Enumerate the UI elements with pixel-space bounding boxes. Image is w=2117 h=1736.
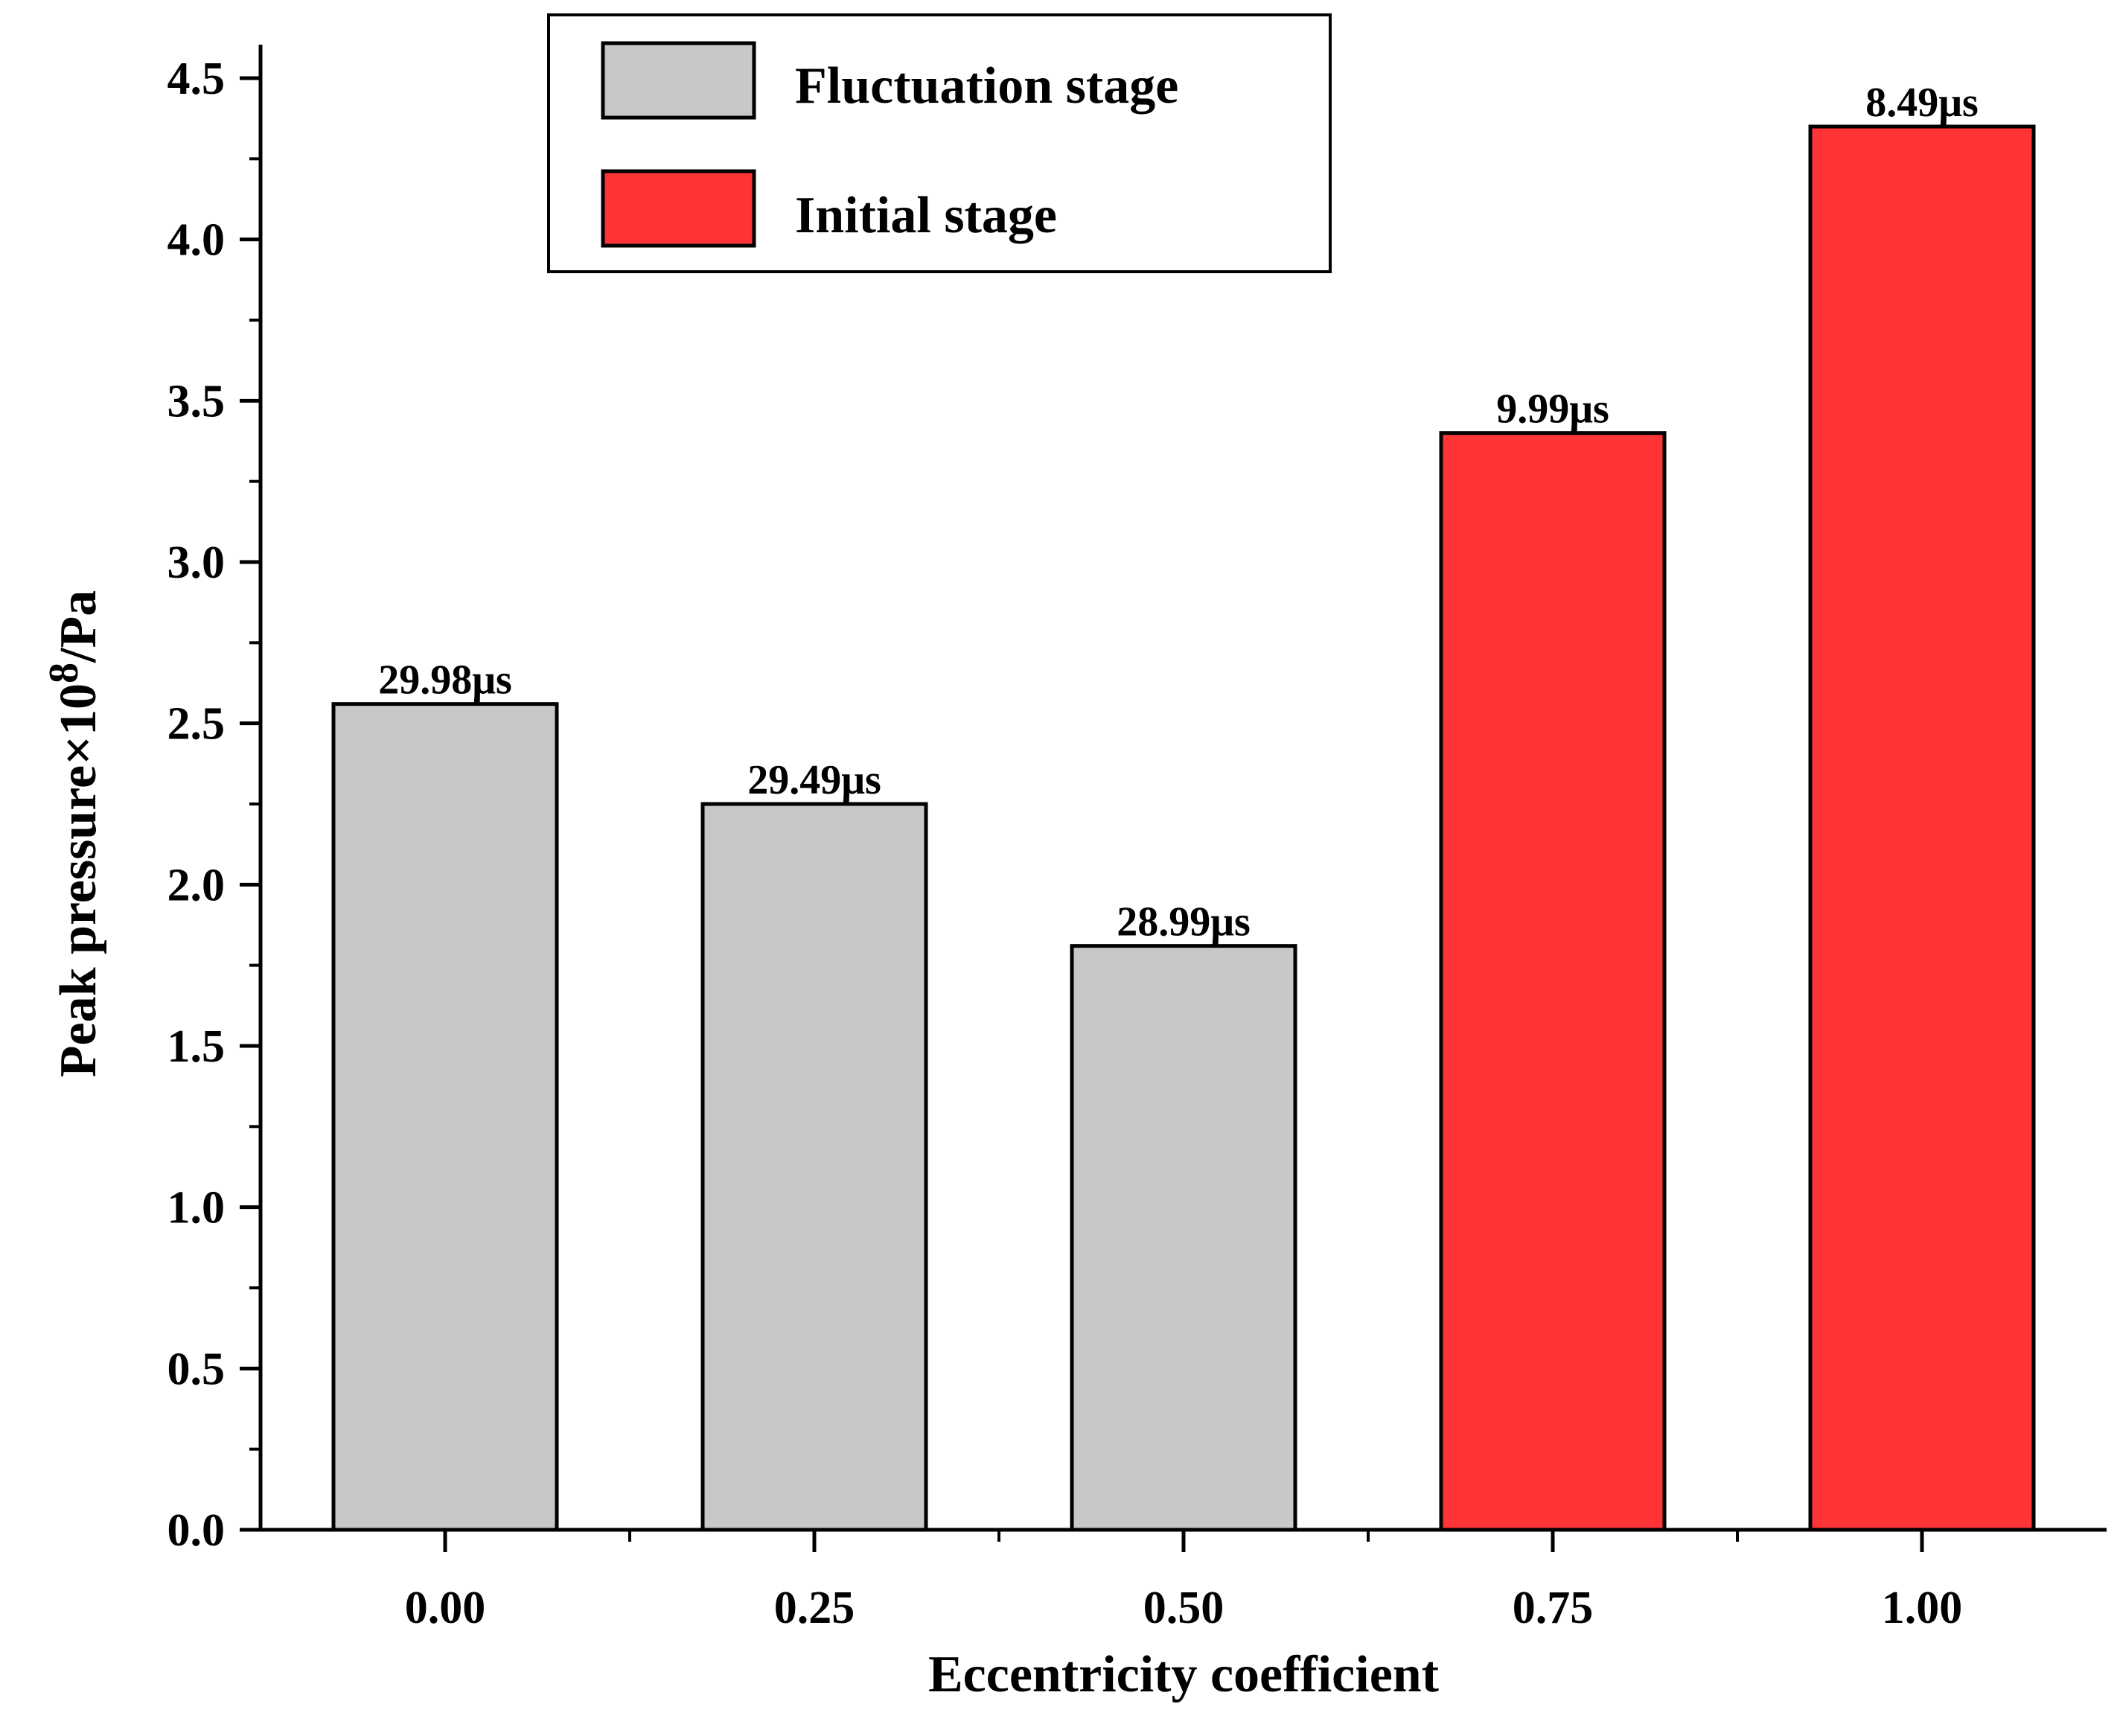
- y-axis-title: Peak pressure×108/Pa: [41, 590, 107, 1077]
- bar-label: 29.98μs: [378, 657, 512, 703]
- y-tick-label: 3.5: [167, 376, 226, 427]
- y-axis-title-main: Peak pressure×10: [50, 683, 107, 1077]
- bar-0.75: [1439, 431, 1667, 1532]
- bar-0.50: [1070, 944, 1297, 1532]
- y-axis-title-unit: /Pa: [50, 590, 107, 663]
- bar-labels: 29.98μs 29.49μs 28.99μs 9.99μs 8.49μs: [378, 80, 1979, 945]
- bar-1.00: [1808, 124, 2036, 1532]
- bar-label: 9.99μs: [1496, 386, 1609, 433]
- legend-swatch-initial: [601, 169, 756, 248]
- bar-label: 8.49μs: [1865, 80, 1979, 126]
- x-tick-label: 1.00: [1882, 1583, 1963, 1633]
- y-axis-title-exponent: 8: [41, 663, 87, 683]
- y-tick-label: 0.0: [167, 1505, 226, 1556]
- y-ticks: 0.0 0.5 1.0 1.5 2.0 2.5 3.0 3.5 4.0 4.5: [167, 54, 261, 1556]
- y-tick-label: 4.5: [167, 54, 226, 104]
- x-tick-label: 0.75: [1513, 1583, 1594, 1633]
- bar-0.00: [331, 702, 559, 1532]
- legend-label-initial: Initial stage: [795, 187, 1057, 244]
- legend-swatch-fluctuation: [601, 41, 756, 120]
- y-tick-label: 2.0: [167, 860, 226, 910]
- bar-0.25: [700, 802, 928, 1532]
- y-tick-label: 0.5: [167, 1344, 226, 1394]
- bars: [331, 124, 2036, 1532]
- x-ticks: 0.00 0.25 0.50 0.75 1.00: [405, 1530, 1963, 1633]
- x-axis-title: Eccentricity coefficient: [928, 1646, 1439, 1703]
- x-tick-label: 0.25: [774, 1583, 855, 1633]
- y-tick-label: 3.0: [167, 537, 226, 588]
- legend: Fluctuation stage Initial stage: [547, 13, 1332, 273]
- legend-label-fluctuation: Fluctuation stage: [795, 57, 1178, 115]
- x-tick-label: 0.00: [405, 1583, 486, 1633]
- y-tick-label: 1.0: [167, 1183, 226, 1234]
- y-tick-label: 1.5: [167, 1021, 226, 1072]
- x-tick-label: 0.50: [1143, 1583, 1224, 1633]
- y-tick-label: 4.0: [167, 215, 226, 266]
- y-tick-label: 2.5: [167, 699, 226, 750]
- bar-label: 28.99μs: [1117, 899, 1251, 945]
- bar-label: 29.49μs: [747, 757, 881, 803]
